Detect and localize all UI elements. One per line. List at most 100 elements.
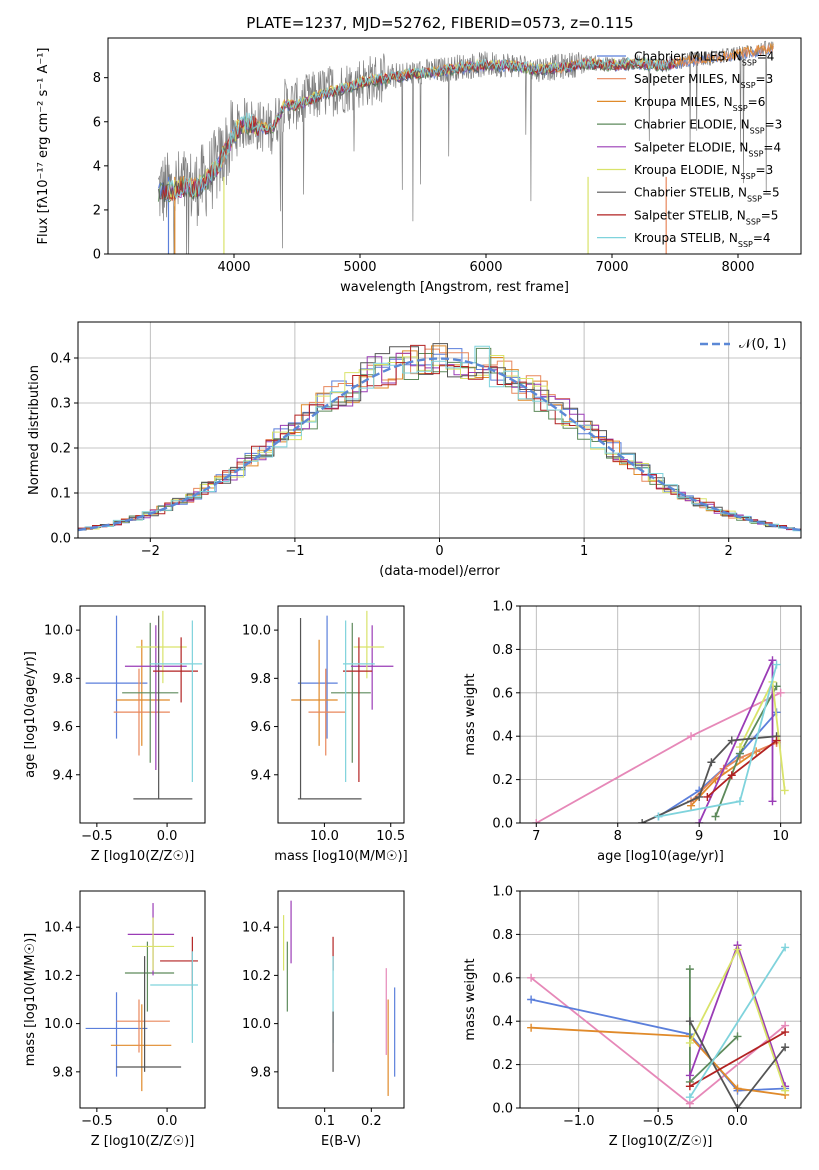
axes-weight_vs_age: 7 8 9 10 0.0 0.2 0.4 0.6 0.8 1.0 age [log10(age/yr… [463,600,802,864]
y-tick-label: 9.8 [250,672,271,687]
weight-line-pink [535,691,781,823]
y-tick-label: 10.4 [242,921,271,936]
x-tick-label: 10.0 [310,829,339,844]
y-tick-label: 0.0 [492,817,513,832]
x-tick-label: 0.2 [361,1114,382,1129]
weight-marker [780,786,789,795]
point-kroupa-elodie [353,610,385,679]
weight-marker [687,732,696,741]
y-tick-label: 9.6 [250,720,271,735]
x-tick-label: 1 [580,544,588,559]
weight-marker [727,771,736,780]
axes-frame [277,605,405,824]
plot-area-age_vs_Z [85,610,203,800]
weight-marker [733,945,742,954]
weight-marker [735,797,744,806]
plot-area-mass_vs_Z [85,903,198,1092]
y-tick-label: 4 [93,159,101,174]
y-tick-label: 1.0 [492,885,513,900]
axes-frame [79,605,206,824]
y-axis-label: age [log10(age/yr)] [23,651,38,778]
weight-line-chabrier-stelib [689,1020,786,1108]
point-kroupa-elodie [131,917,175,971]
weight-marker [768,797,777,806]
y-tick-label: 0.6 [492,971,513,986]
axes-residuals: −2 −1 0 1 2 0.0 0.1 0.2 0.3 0.4 (data-model)/error… [27,321,802,579]
y-tick-label: 10.0 [44,624,73,639]
point-kroupa-stelib [150,620,203,783]
panel-age_vs_mass: 10.0 10.5 9.4 9.6 9.8 10.0 mass [log10(M/M☉)] [242,605,408,864]
weight-marker [776,688,785,697]
x-tick-label: 0.1 [314,1114,335,1129]
axes-mass_vs_ebv: 0.1 0.2 9.8 10.0 10.2 10.4 E(B-V) [242,890,405,1149]
point-chabrier-elodie [331,622,371,763]
weight-line-salpeter-elodie [698,659,774,823]
point-chabrier-stelib [133,615,193,800]
y-tick-label: 10.2 [242,969,271,984]
weight-marker [685,1038,694,1047]
point-kroupa-stelib [342,620,375,783]
x-tick-label: 8 [614,829,622,844]
x-tick-label: −0.5 [81,1114,113,1129]
y-tick-label: 0.8 [492,928,513,943]
x-tick-label: −1.0 [563,1114,595,1129]
x-axis-label: mass [log10(M/M☉)] [274,849,407,864]
weight-marker [532,819,541,823]
x-axis-label: (data-model)/error [379,564,500,579]
axes-frame [519,890,802,1109]
weight-marker [703,792,712,801]
weight-marker [781,1028,790,1037]
x-axis-label: Z [log10(Z/Z☉)] [91,849,195,864]
x-tick-label: −1 [285,544,304,559]
y-tick-label: 9.8 [250,1065,271,1080]
weight-marker [733,1084,742,1093]
y-tick-label: 0.4 [492,1015,513,1030]
y-tick-label: 0 [93,248,101,263]
x-axis-label: age [log10(age/yr)] [597,849,724,864]
panel-weight_vs_Z: −1.0 −0.5 0.0 0.0 0.2 0.4 0.6 0.8 1.0 Z [log10(Z/… [463,885,802,1149]
histogram-salpeter-stelib [78,344,801,532]
y-tick-label: 0.0 [50,532,71,547]
weight-marker [733,1104,742,1108]
y-axis-label: mass weight [463,958,478,1040]
y-axis-label: mass [log10(M/M☉)] [23,933,38,1066]
y-tick-label: 0.6 [492,686,513,701]
panel-age_vs_Z: −0.5 0.0 9.4 9.6 9.8 10.0 Z [log10(Z/Z☉)] age [… [23,605,206,864]
y-tick-label: 0.8 [492,643,513,658]
weight-marker [772,660,781,669]
x-axis-label: Z [log10(Z/Z☉)] [91,1134,195,1149]
y-tick-label: 10.0 [242,1017,271,1032]
weight-line-kroupa-stelib [658,664,778,818]
panel-mass_vs_Z: −0.5 0.0 9.8 10.0 10.2 10.4 Z [log10(Z/Z☉)] mas… [23,890,206,1149]
axes-frame [107,37,802,255]
panel-mass_vs_ebv: 0.1 0.2 9.8 10.0 10.2 10.4 E(B-V) [242,890,405,1149]
point-chabrier-miles [297,615,338,739]
legend-label: Kroupa MILES, NSSP=6 [634,95,765,113]
point-salpeter-miles [308,668,346,756]
weight-marker [695,792,704,801]
y-tick-label: 9.8 [52,1065,73,1080]
point-chabrier-stelib [297,618,362,800]
plot-area-mass_vs_ebv [283,900,396,1096]
axes-age_vs_mass: 10.0 10.5 9.4 9.6 9.8 10.0 mass [log10(M/M☉)] [242,605,408,864]
y-tick-label: 9.6 [52,720,73,735]
point-kroupa-elodie [136,610,187,684]
point-kroupa-miles [291,639,338,746]
x-tick-label: −0.5 [81,829,113,844]
legend-label: 𝒩(0, 1) [739,337,786,352]
y-tick-label: 2 [93,203,101,218]
y-tick-label: 9.4 [52,768,73,783]
weight-marker [685,1093,694,1102]
normal-curve [78,357,801,532]
weight-marker [735,743,744,752]
weight-marker [685,965,694,974]
y-tick-label: 6 [93,115,101,130]
weight-marker [781,943,790,952]
x-tick-label: 7000 [595,260,628,275]
weight-marker [527,995,536,1004]
y-tick-label: 9.8 [52,672,73,687]
weight-marker [727,736,736,745]
weight-marker [781,1043,790,1052]
legend-label: Kroupa ELODIE, NSSP=3 [634,163,773,181]
